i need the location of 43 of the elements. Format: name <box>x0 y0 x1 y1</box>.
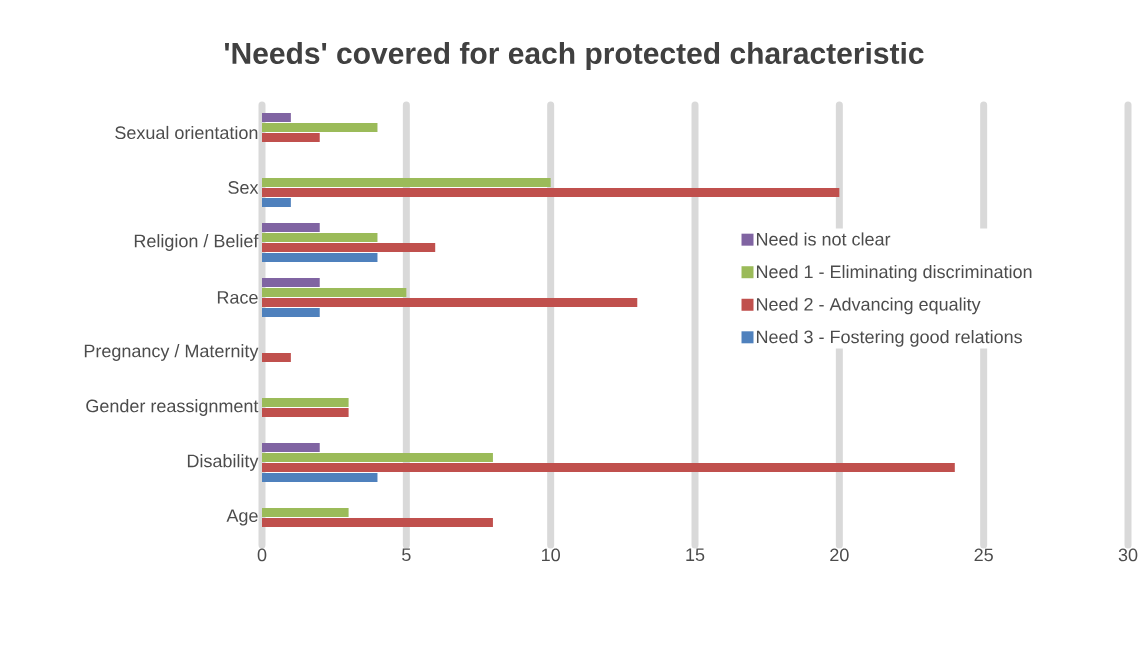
x-tick-label: 30 <box>1118 548 1138 562</box>
bar <box>262 113 291 123</box>
chart-title: 'Needs' covered for each protected characteristic <box>224 42 924 70</box>
bar <box>262 463 955 472</box>
bar <box>262 508 349 517</box>
bar <box>262 353 291 362</box>
bar <box>262 473 378 482</box>
bar <box>262 198 291 207</box>
bar <box>262 288 407 297</box>
legend-label: Need 3 - Fostering good relations <box>756 330 1022 347</box>
bar <box>262 243 436 252</box>
y-tick-label: Disability <box>187 454 259 471</box>
bar <box>262 278 320 287</box>
bar <box>262 443 320 452</box>
bar <box>262 178 551 187</box>
bar <box>262 398 349 407</box>
y-tick-label: Age <box>226 509 258 526</box>
legend-label: Need 1 - Eliminating discrimination <box>756 264 1032 282</box>
bar <box>262 408 349 417</box>
x-tick-label: 20 <box>830 548 849 562</box>
x-tick-label: 15 <box>686 548 705 562</box>
bar <box>262 253 378 262</box>
legend-label: Need is not clear <box>756 232 891 246</box>
bar <box>262 298 638 307</box>
bar <box>262 123 378 132</box>
x-tick-label: 25 <box>974 548 993 562</box>
y-tick-label: Sexual orientation <box>115 125 258 140</box>
x-tick-label: 10 <box>542 548 560 562</box>
bar <box>262 518 493 527</box>
bar <box>262 188 840 197</box>
y-tick-label: Pregnancy / Maternity <box>84 344 259 361</box>
legend-label: Need 2 - Advancing equality <box>756 297 981 315</box>
y-tick-label: Sex <box>228 181 259 194</box>
x-tick-label: 0 <box>257 548 267 562</box>
bar <box>262 308 320 317</box>
y-tick-label: Religion / Belief <box>134 234 259 251</box>
x-tick-label: 5 <box>402 548 411 562</box>
y-tick-label: Race <box>217 291 258 304</box>
y-tick-label: Gender reassignment <box>86 399 259 416</box>
bar <box>262 233 378 242</box>
bar <box>262 223 320 232</box>
bar <box>262 133 320 142</box>
bar <box>262 453 493 462</box>
